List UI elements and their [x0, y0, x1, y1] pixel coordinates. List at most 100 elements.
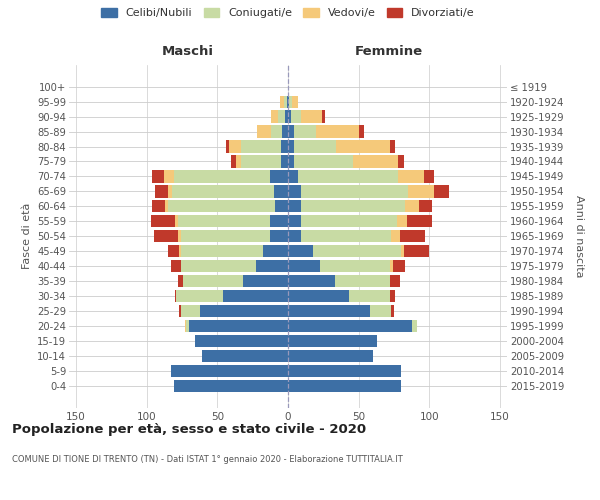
Bar	[289, 96, 292, 108]
Bar	[175, 290, 176, 302]
Bar	[287, 96, 288, 108]
Bar	[168, 186, 172, 198]
Bar	[301, 186, 408, 198]
Text: Popolazione per età, sesso e stato civile - 2020: Popolazione per età, sesso e stato civil…	[12, 422, 366, 436]
Bar	[407, 215, 432, 228]
Bar	[288, 230, 301, 242]
Bar	[398, 170, 424, 182]
Bar	[288, 215, 301, 228]
Bar	[284, 96, 287, 108]
Bar	[288, 156, 293, 168]
Bar	[322, 110, 325, 122]
Bar	[176, 290, 223, 302]
Bar	[397, 215, 407, 228]
Bar	[404, 245, 429, 258]
Bar	[179, 245, 181, 258]
Bar	[288, 320, 412, 332]
Bar	[288, 350, 373, 362]
Bar	[275, 200, 288, 212]
Bar	[288, 140, 293, 152]
Text: Maschi: Maschi	[161, 45, 213, 58]
Bar	[178, 215, 269, 228]
Bar	[391, 305, 394, 317]
Bar	[392, 260, 405, 272]
Bar	[200, 305, 288, 317]
Bar	[151, 215, 175, 228]
Bar	[181, 245, 263, 258]
Text: Femmine: Femmine	[355, 45, 423, 58]
Bar	[316, 126, 359, 138]
Bar	[229, 140, 241, 152]
Bar	[178, 275, 184, 287]
Bar	[390, 290, 395, 302]
Bar	[419, 200, 432, 212]
Bar	[175, 215, 178, 228]
Bar	[171, 364, 288, 377]
Bar	[184, 275, 243, 287]
Bar	[165, 200, 168, 212]
Bar	[390, 140, 395, 152]
Bar	[168, 245, 179, 258]
Bar	[173, 380, 288, 392]
Bar	[288, 170, 298, 182]
Bar	[181, 230, 269, 242]
Bar	[172, 186, 274, 198]
Bar	[298, 170, 398, 182]
Bar	[223, 290, 288, 302]
Bar	[434, 186, 449, 198]
Bar	[241, 140, 281, 152]
Bar	[293, 156, 353, 168]
Bar	[226, 140, 229, 152]
Bar	[288, 335, 377, 347]
Bar	[336, 140, 390, 152]
Bar	[269, 215, 288, 228]
Bar	[288, 380, 401, 392]
Bar	[288, 305, 370, 317]
Bar	[152, 200, 165, 212]
Bar	[256, 260, 288, 272]
Bar	[288, 290, 349, 302]
Text: COMUNE DI TIONE DI TRENTO (TN) - Dati ISTAT 1° gennaio 2020 - Elaborazione TUTTI: COMUNE DI TIONE DI TRENTO (TN) - Dati IS…	[12, 455, 403, 464]
Bar	[278, 110, 285, 122]
Bar	[232, 156, 236, 168]
Bar	[178, 230, 181, 242]
Bar	[274, 186, 288, 198]
Bar	[243, 275, 288, 287]
Bar	[164, 170, 173, 182]
Bar	[186, 320, 189, 332]
Bar	[179, 305, 181, 317]
Bar	[408, 186, 434, 198]
Bar	[173, 170, 269, 182]
Bar	[301, 110, 322, 122]
Bar	[202, 350, 288, 362]
Bar	[288, 200, 301, 212]
Bar	[181, 305, 200, 317]
Bar	[152, 170, 164, 182]
Y-axis label: Anni di nascita: Anni di nascita	[574, 195, 584, 278]
Bar	[370, 305, 391, 317]
Bar	[195, 335, 288, 347]
Bar	[263, 245, 288, 258]
Bar	[271, 110, 278, 122]
Bar	[313, 245, 401, 258]
Bar	[281, 156, 288, 168]
Bar	[257, 126, 271, 138]
Bar	[424, 170, 434, 182]
Bar	[390, 260, 392, 272]
Bar	[401, 245, 404, 258]
Bar	[288, 110, 291, 122]
Bar	[320, 260, 390, 272]
Bar	[390, 275, 400, 287]
Bar	[269, 170, 288, 182]
Y-axis label: Fasce di età: Fasce di età	[22, 203, 32, 270]
Bar	[283, 126, 288, 138]
Bar	[293, 140, 336, 152]
Bar	[288, 96, 289, 108]
Legend: Celibi/Nubili, Coniugati/e, Vedovi/e, Divorziati/e: Celibi/Nubili, Coniugati/e, Vedovi/e, Di…	[99, 6, 477, 20]
Bar	[288, 126, 293, 138]
Bar	[398, 156, 404, 168]
Bar	[236, 156, 241, 168]
Bar	[391, 230, 400, 242]
Bar	[301, 200, 405, 212]
Bar	[271, 126, 283, 138]
